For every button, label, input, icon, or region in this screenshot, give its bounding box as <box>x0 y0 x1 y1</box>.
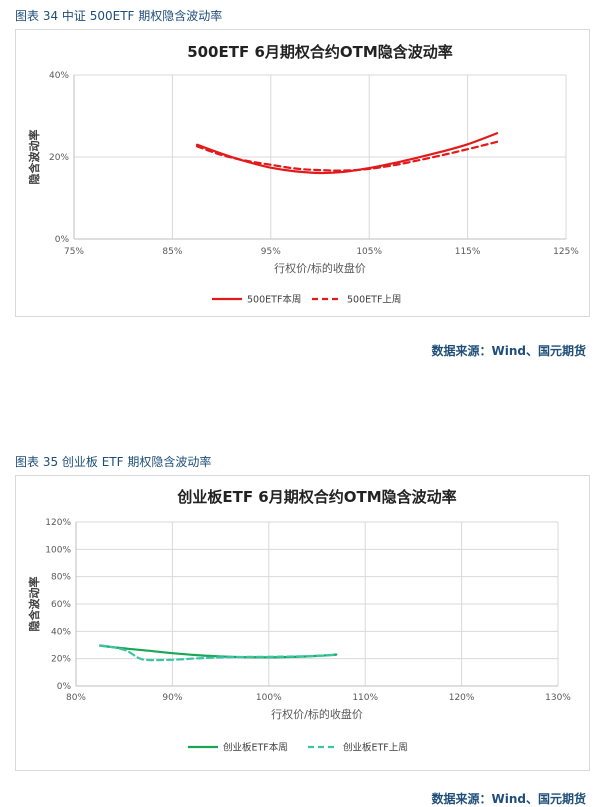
y-tick-label: 20% <box>49 153 69 163</box>
source-note-1: 数据来源：Wind、国元期货 <box>431 344 586 358</box>
y-tick-label: 40% <box>49 71 69 81</box>
x-tick-label: 120% <box>449 693 475 703</box>
y-tick-label: 20% <box>51 655 71 665</box>
x-tick-label: 80% <box>66 693 86 703</box>
series-line-last-week <box>99 644 338 662</box>
figure-caption-2: 图表 35 创业板 ETF 期权隐含波动率 <box>15 455 212 469</box>
x-tick-label: 100% <box>256 693 282 703</box>
chart-title: 创业板ETF 6月期权合约OTM隐含波动率 <box>176 488 456 506</box>
y-tick-label: 120% <box>45 518 71 528</box>
y-axis-label: 隐含波动率 <box>27 130 41 185</box>
y-tick-label: 100% <box>45 545 71 555</box>
x-tick-label: 115% <box>455 247 481 257</box>
chart-panel-1: 500ETF 6月期权合约OTM隐含波动率 0% 20% 40% 75% 85% 95% 10… <box>15 29 590 317</box>
y-axis-label: 隐含波动率 <box>27 577 41 632</box>
legend-label: 500ETF上周 <box>347 295 401 306</box>
y-tick-label: 80% <box>51 573 71 583</box>
x-tick-label: 130% <box>545 693 571 703</box>
x-tick-label: 85% <box>162 247 182 257</box>
figure-caption-1: 图表 34 中证 500ETF 期权隐含波动率 <box>15 9 223 23</box>
x-tick-label: 110% <box>352 693 378 703</box>
chart-title: 500ETF 6月期权合约OTM隐含波动率 <box>187 43 453 61</box>
chart-chinext-etf-iv: 创业板ETF 6月期权合约OTM隐含波动率 0% 20% 40% 60% 80% 100% 1… <box>27 488 571 754</box>
chart-500etf-iv: 500ETF 6月期权合约OTM隐含波动率 0% 20% 40% 75% 85% 95% 10… <box>27 43 579 306</box>
chart-panel-2: 创业板ETF 6月期权合约OTM隐含波动率 0% 20% 40% 60% 80% 100% 1… <box>15 475 590 771</box>
y-tick-label: 40% <box>51 627 71 637</box>
x-tick-label: 75% <box>64 247 84 257</box>
legend-label: 500ETF本周 <box>247 294 301 306</box>
legend-label: 创业板ETF上周 <box>343 742 408 754</box>
series-line-last-week <box>195 140 499 172</box>
legend-label: 创业板ETF本周 <box>223 742 288 754</box>
x-axis-label: 行权价/标的收盘价 <box>271 707 363 721</box>
x-tick-label: 105% <box>356 247 382 257</box>
x-axis-label: 行权价/标的收盘价 <box>274 261 366 275</box>
x-tick-label: 95% <box>261 247 281 257</box>
y-tick-label: 0% <box>57 682 72 692</box>
source-note-2: 数据来源：Wind、国元期货 <box>431 792 586 806</box>
y-tick-label: 0% <box>55 235 70 245</box>
x-tick-label: 90% <box>162 693 182 703</box>
x-tick-label: 125% <box>553 247 579 257</box>
y-tick-label: 60% <box>51 600 71 610</box>
